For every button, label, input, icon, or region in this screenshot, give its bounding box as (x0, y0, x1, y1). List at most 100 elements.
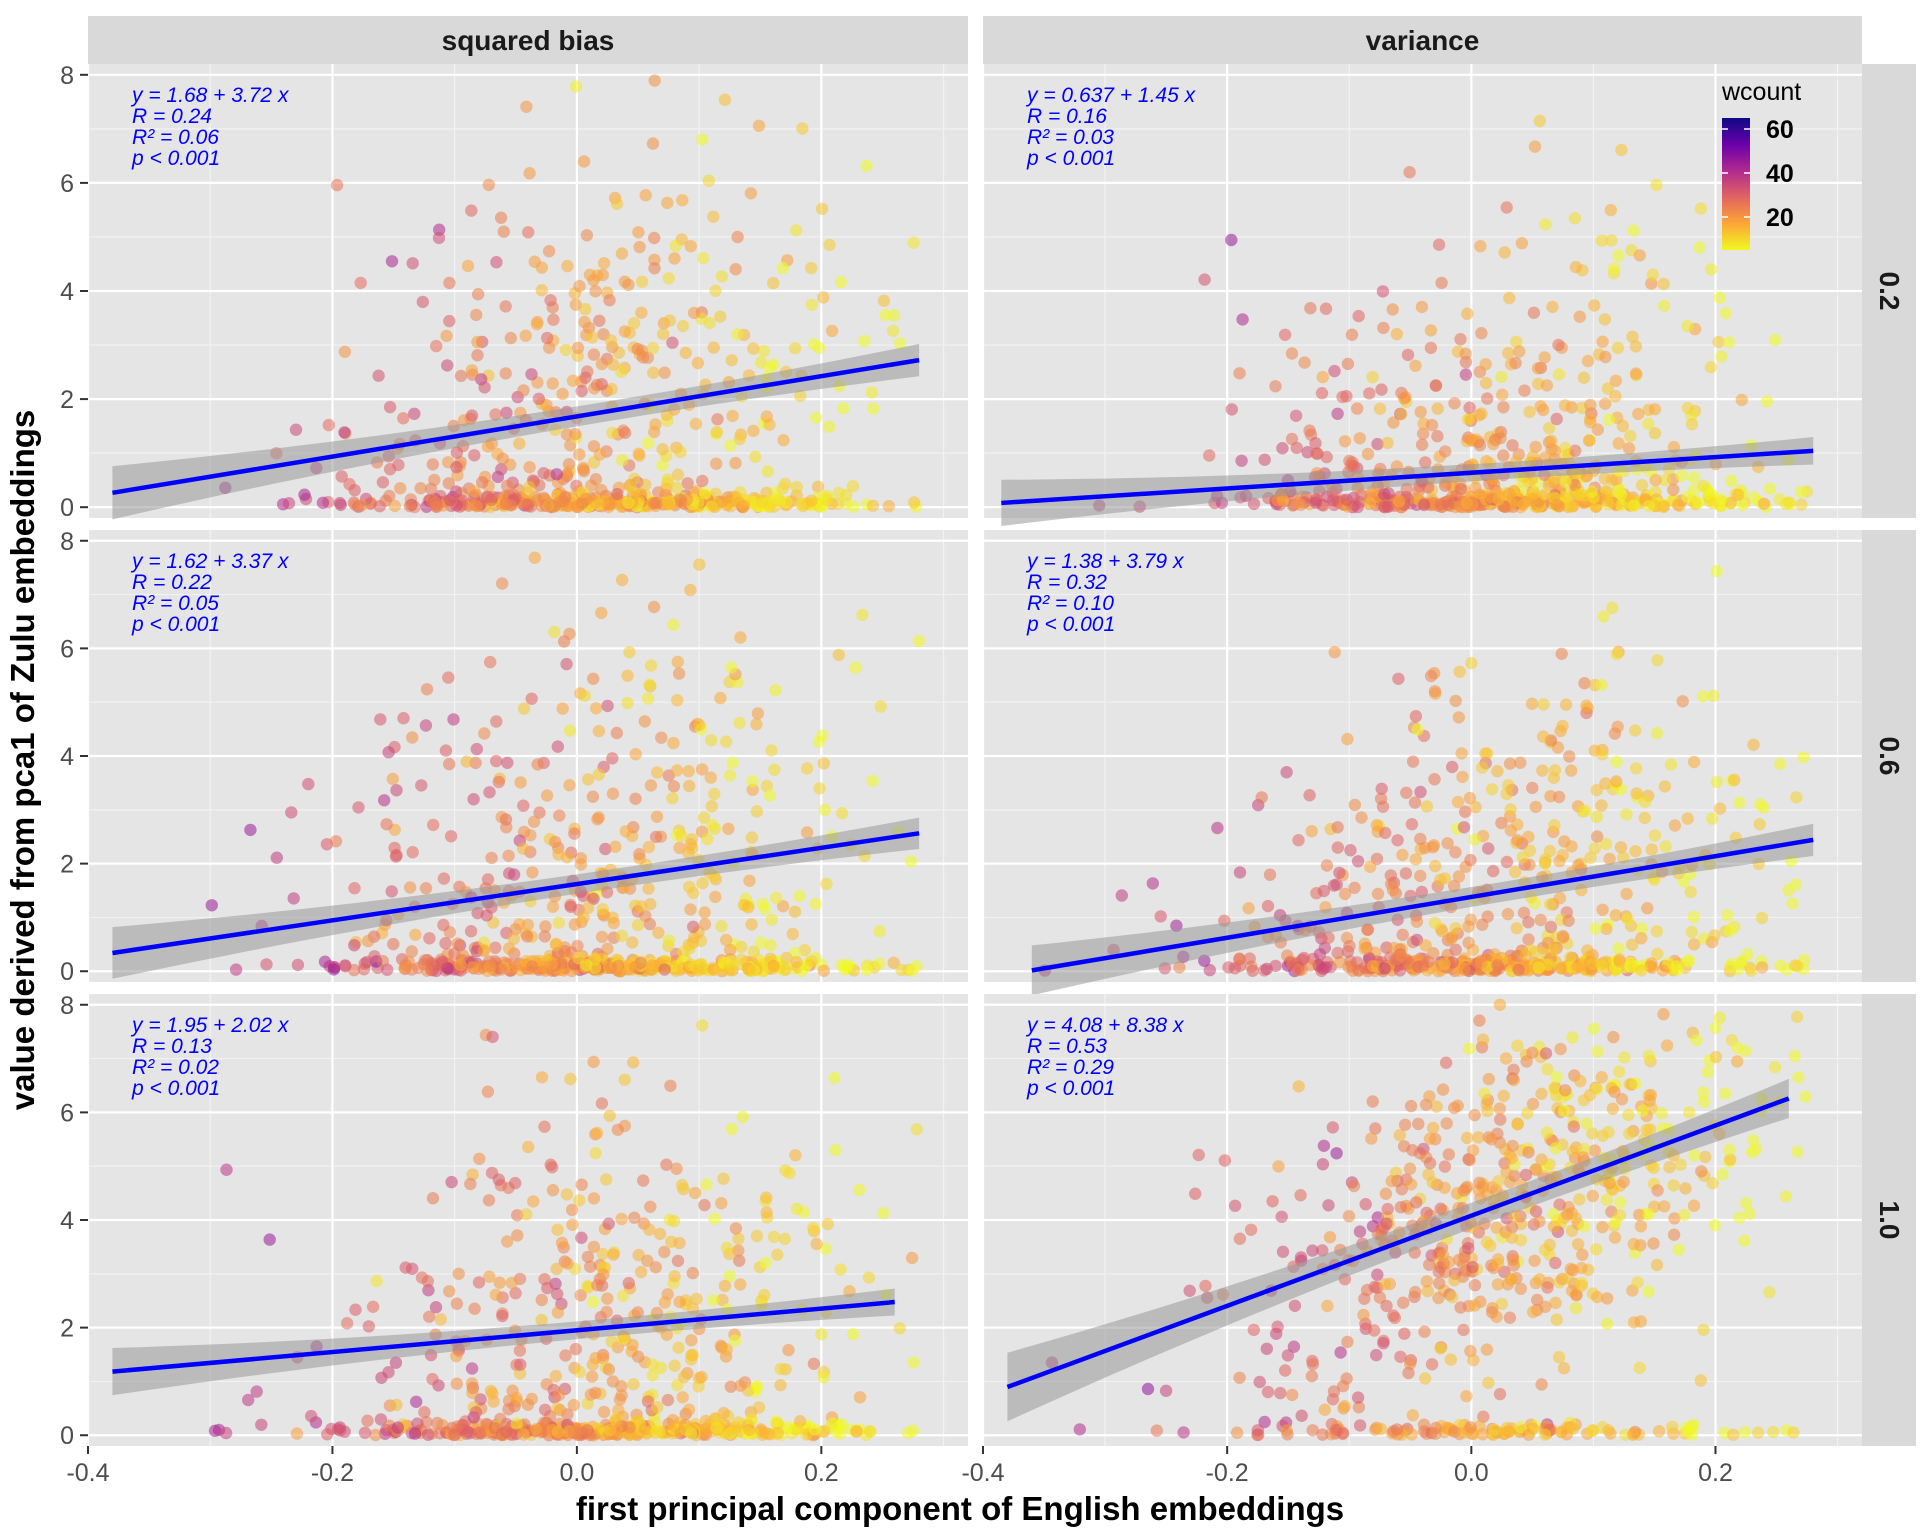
data-point (747, 424, 760, 438)
data-point (642, 882, 655, 895)
data-point (597, 257, 611, 270)
data-point (699, 486, 712, 500)
data-point (1263, 868, 1277, 881)
data-point (733, 432, 746, 446)
data-point (1614, 1196, 1627, 1209)
data-point (418, 1406, 431, 1419)
data-point (1745, 964, 1758, 977)
data-point (1482, 1072, 1496, 1086)
data-point (1410, 915, 1424, 928)
data-point (450, 1377, 463, 1390)
data-point (649, 830, 663, 844)
data-point (1581, 944, 1594, 957)
data-point (1466, 1144, 1480, 1157)
data-point (1473, 439, 1487, 452)
data-point (1503, 487, 1516, 500)
data-point (631, 1306, 644, 1319)
r-label: R = 0.24 (132, 105, 212, 128)
data-point (1496, 388, 1509, 401)
data-point (661, 498, 674, 511)
data-point (1500, 1166, 1513, 1179)
data-point (500, 479, 514, 492)
data-point (834, 1263, 847, 1276)
data-point (390, 784, 403, 797)
data-point (1425, 418, 1439, 432)
data-point (707, 1294, 720, 1307)
data-point (877, 294, 891, 307)
data-point (579, 371, 592, 384)
equation-label: y = 1.62 + 3.37 x (130, 550, 290, 573)
data-point (1500, 201, 1513, 214)
data-point (1292, 963, 1305, 977)
data-point (1361, 923, 1375, 936)
data-point (1635, 479, 1649, 492)
data-point (663, 314, 676, 327)
data-point (622, 1276, 635, 1290)
data-point (454, 369, 468, 383)
data-point (572, 952, 585, 965)
data-point (1757, 497, 1771, 510)
data-point (484, 655, 497, 669)
data-point (1713, 802, 1727, 815)
data-point (1457, 1184, 1471, 1197)
data-point (1679, 1182, 1692, 1195)
data-point (1377, 321, 1390, 335)
data-point (1695, 1165, 1708, 1178)
data-point (1528, 140, 1542, 153)
data-point (793, 889, 806, 903)
data-point (535, 1293, 548, 1307)
data-point (520, 1208, 533, 1221)
data-point (1638, 811, 1652, 825)
data-point (1225, 403, 1239, 416)
data-point (444, 493, 457, 507)
data-point (1600, 1193, 1613, 1207)
data-point (1786, 897, 1799, 910)
data-point (517, 702, 531, 715)
data-point (1575, 1261, 1588, 1275)
data-point (1461, 1131, 1474, 1145)
data-point (443, 757, 456, 771)
data-point (1548, 444, 1562, 457)
data-point (1731, 1055, 1744, 1068)
data-point (1457, 1323, 1470, 1337)
data-point (771, 1417, 785, 1431)
data-point (1516, 850, 1530, 864)
data-point (488, 1421, 502, 1435)
data-point (1600, 485, 1613, 498)
data-point (1428, 916, 1442, 930)
data-point (1648, 403, 1662, 416)
data-point (615, 365, 628, 379)
data-point (282, 497, 296, 510)
data-point (525, 368, 538, 381)
data-point (1441, 837, 1454, 850)
data-point (1656, 500, 1670, 514)
data-point (1233, 1232, 1247, 1245)
strip-background (1862, 530, 1916, 982)
data-point (1660, 1039, 1674, 1052)
data-point (1322, 931, 1335, 944)
data-point (1405, 1428, 1419, 1441)
data-point (1549, 1089, 1563, 1102)
data-point (667, 618, 680, 631)
data-point (765, 913, 778, 926)
data-point (767, 1230, 781, 1244)
data-point (552, 1388, 566, 1402)
data-point (1624, 429, 1637, 443)
data-point (1235, 454, 1248, 467)
data-point (478, 727, 491, 740)
data-point (609, 840, 622, 853)
data-point (1473, 1014, 1486, 1027)
data-point (569, 298, 582, 311)
data-point (509, 923, 522, 936)
data-point (1192, 1148, 1205, 1162)
confidence-ribbon (1031, 823, 1814, 996)
data-point (1601, 1292, 1614, 1305)
data-point (1319, 961, 1333, 974)
data-point (652, 926, 665, 939)
data-point (358, 1426, 372, 1440)
data-point (1596, 335, 1609, 348)
data-point (596, 1247, 609, 1261)
data-point (1613, 1209, 1627, 1222)
data-point (378, 794, 391, 807)
